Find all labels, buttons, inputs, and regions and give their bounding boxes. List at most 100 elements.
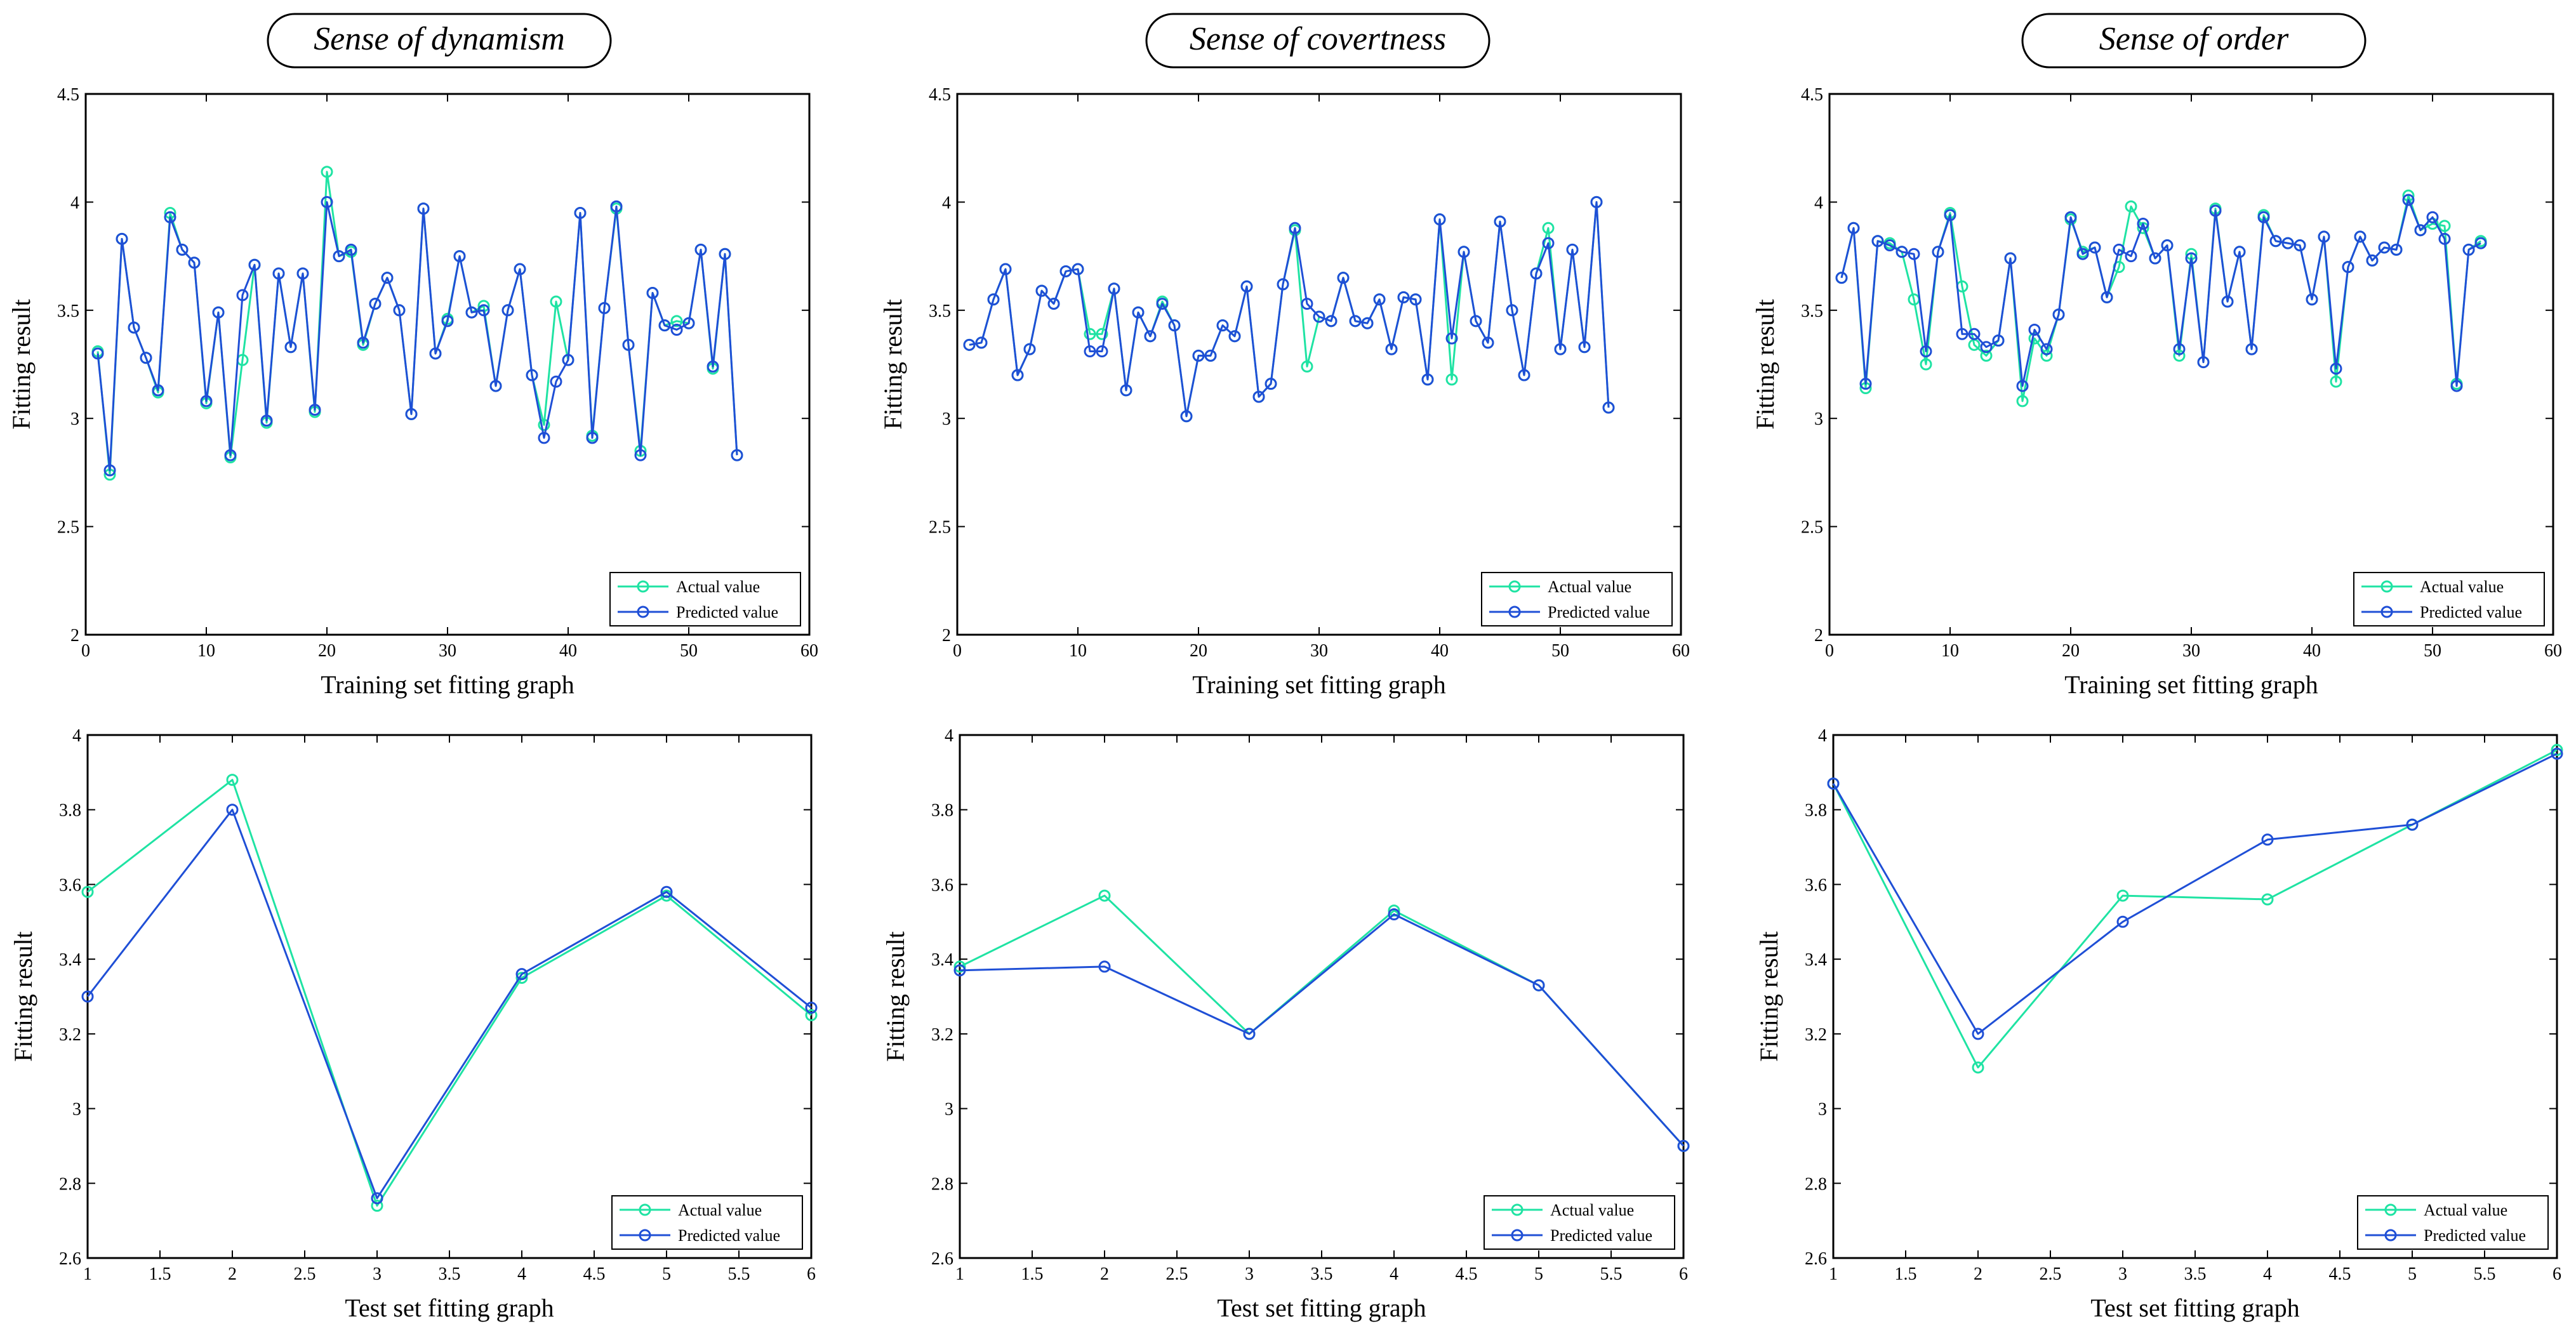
data-point-actual [805, 1009, 818, 1021]
y-tick-label: 2.6 [1805, 1249, 1827, 1269]
legend-swatch-marker [639, 1203, 651, 1216]
legend-label: Actual value [1548, 578, 1631, 596]
legend-swatch-marker [2384, 1203, 2397, 1216]
x-tick-label: 3.5 [1311, 1264, 1333, 1284]
data-point-predicted [1047, 298, 1060, 310]
legend-label: Predicted value [678, 1226, 780, 1245]
data-point-actual [1920, 358, 1932, 371]
data-point-actual [2016, 395, 2029, 407]
data-point-predicted [1072, 263, 1084, 275]
data-point-predicted [1871, 235, 1884, 248]
data-point-predicted [2366, 254, 2379, 267]
data-point-predicted [610, 200, 623, 213]
data-point-actual [1388, 904, 1400, 917]
x-tick-label: 60 [800, 641, 818, 661]
x-tick-label: 5.5 [2474, 1264, 2496, 1284]
data-point-predicted [1532, 979, 1545, 991]
data-point-predicted [805, 1002, 818, 1014]
y-tick-label: 3.4 [59, 950, 81, 970]
x-tick-label: 4.5 [1456, 1264, 1478, 1284]
legend-label: Predicted value [1548, 603, 1650, 621]
x-tick-label: 5.5 [728, 1264, 750, 1284]
y-axis-label: Fitting result [9, 931, 37, 1062]
x-tick-label: 20 [318, 641, 336, 661]
data-point-predicted [1252, 390, 1265, 403]
y-axis-label: Fitting result [881, 931, 910, 1062]
data-point-predicted [296, 267, 309, 280]
data-point-predicted [2426, 211, 2439, 223]
y-tick-label: 3.8 [1805, 801, 1827, 821]
data-point-actual [670, 315, 683, 328]
data-point-predicted [526, 369, 538, 381]
data-point-predicted [953, 964, 966, 977]
legend-label: Predicted value [676, 603, 778, 621]
data-point-predicted [670, 323, 683, 336]
plot-frame [956, 93, 1682, 636]
x-tick-label: 5 [1534, 1264, 1543, 1284]
x-tick-label: 50 [2424, 641, 2441, 661]
data-point-predicted [682, 317, 695, 329]
data-point-predicted [1289, 222, 1301, 234]
y-tick-label: 4 [1818, 726, 1827, 746]
y-tick-label: 4 [945, 726, 953, 746]
data-point-actual [1972, 1061, 1984, 1074]
data-point-predicted [333, 250, 345, 263]
legend-label: Actual value [2420, 578, 2504, 596]
y-tick-label: 4 [1814, 193, 1823, 213]
x-axis-label: Test set fitting graph [1217, 1294, 1426, 1322]
x-tick-label: 0 [953, 641, 962, 661]
data-point-predicted [1011, 369, 1024, 381]
data-point-actual [2330, 375, 2342, 388]
data-point-predicted [1098, 960, 1111, 973]
chart-panel-1: 0 10 20 30 40 50 60 2 2.5 3 3.5 4 4.5 Training set fi… [7, 85, 818, 699]
data-point-actual [2261, 893, 2274, 906]
y-tick-label: 3.8 [931, 801, 953, 821]
x-tick-label: 40 [559, 641, 577, 661]
data-point-predicted [2551, 747, 2563, 760]
data-point-predicted [963, 338, 976, 351]
x-tick-label: 6 [807, 1264, 816, 1284]
data-point-predicted [140, 352, 152, 364]
chart-panel-3: 0 10 20 30 40 50 60 2 2.5 3 3.5 4 4.5 Training set fi… [1751, 85, 2562, 699]
data-point-predicted [1506, 304, 1518, 317]
data-point-predicted [1397, 291, 1410, 303]
y-tick-label: 3.6 [931, 875, 953, 895]
x-tick-label: 30 [2182, 641, 2200, 661]
y-tick-label: 3.5 [929, 301, 951, 321]
data-point-predicted [2378, 241, 2391, 254]
x-tick-label: 3.5 [439, 1264, 461, 1284]
data-point-actual [2116, 889, 2129, 902]
x-tick-label: 2.5 [2040, 1264, 2062, 1284]
legend-swatch-marker [639, 1229, 651, 1242]
x-tick-label: 3.5 [2184, 1264, 2207, 1284]
data-point-predicted [248, 258, 261, 271]
data-point-actual [538, 418, 550, 431]
data-point-predicted [634, 449, 647, 461]
data-point-predicted [1578, 341, 1591, 354]
legend: Actual value Predicted value [611, 1195, 803, 1250]
y-tick-label: 3 [72, 1100, 81, 1120]
series-line-actual [959, 894, 1685, 1147]
panel-title-pill-dynamism: Sense of dynamism [267, 13, 612, 69]
data-point-predicted [226, 804, 239, 816]
data-point-predicted [2113, 243, 2125, 256]
x-tick-label: 50 [1551, 641, 1569, 661]
data-point-predicted [2040, 343, 2053, 355]
x-tick-label: 1.5 [1021, 1264, 1044, 1284]
data-point-predicted [2330, 362, 2342, 375]
x-tick-label: 4 [2263, 1264, 2272, 1284]
data-point-predicted [1542, 237, 1555, 249]
data-point-predicted [429, 347, 442, 360]
x-tick-label: 30 [1310, 641, 1328, 661]
data-point-predicted [1156, 298, 1169, 310]
data-point-predicted [1566, 243, 1579, 256]
data-point-actual [1445, 373, 1458, 386]
series-line-predicted [86, 809, 812, 1200]
data-point-predicted [345, 243, 357, 256]
y-tick-label: 2 [70, 626, 79, 646]
data-point-predicted [1895, 246, 1908, 258]
data-point-actual [226, 774, 239, 786]
data-point-predicted [1972, 1028, 1984, 1040]
data-point-predicted [260, 414, 273, 427]
data-point-predicted [2318, 230, 2330, 243]
